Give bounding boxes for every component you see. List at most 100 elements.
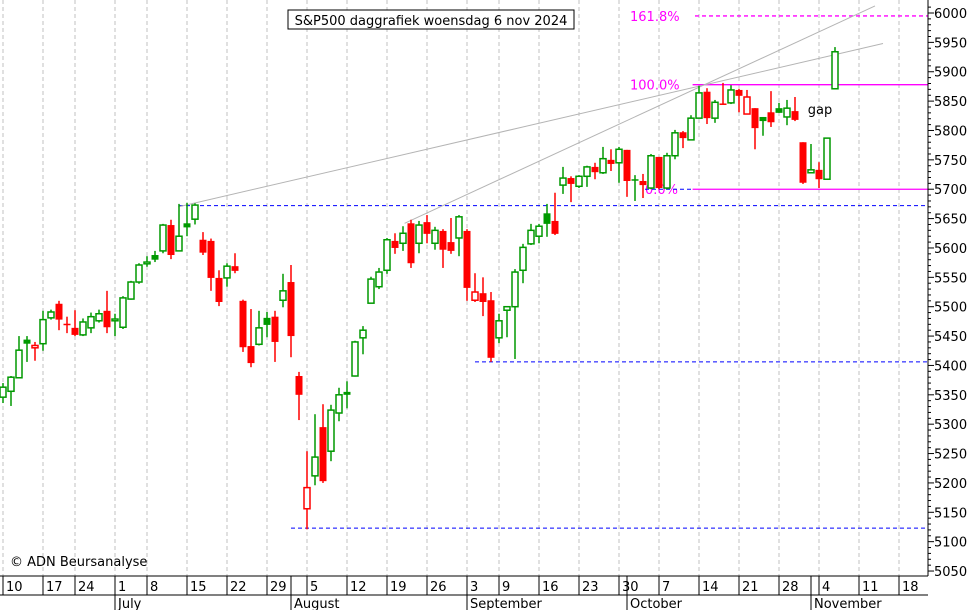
candle-body — [775, 108, 783, 113]
day-tick-label: 29 — [270, 580, 287, 595]
candle-body — [831, 51, 839, 90]
candle-body — [439, 230, 447, 250]
candle-body — [207, 240, 215, 278]
candle-body — [543, 213, 551, 224]
candle-body — [799, 142, 807, 183]
candle-body — [735, 89, 743, 96]
candle-body — [671, 132, 679, 157]
candle-body — [615, 148, 623, 164]
candle-body — [807, 169, 815, 174]
candle-body — [375, 271, 383, 288]
day-tick-label: 15 — [190, 580, 207, 595]
candle-body — [527, 229, 535, 245]
candle-body — [199, 239, 207, 253]
gridlines — [2, 0, 900, 576]
month-label: October — [630, 597, 683, 610]
candle-body — [39, 318, 47, 345]
horizontal-lines: 161.8%100.0%0.0% — [179, 10, 928, 529]
candle-body — [103, 310, 111, 328]
price-tick-label: 5750 — [934, 154, 967, 169]
price-axis: 6000 5950 5900 5850 5800 5750 5700 5650 5600 5550… — [927, 0, 967, 580]
candle-body — [263, 317, 271, 325]
candle-body — [47, 311, 55, 319]
day-tick-label: 14 — [702, 580, 719, 595]
day-tick-label: 9 — [502, 580, 510, 595]
candle-body — [175, 235, 183, 252]
candle-body — [319, 427, 327, 482]
candle-body — [535, 225, 543, 237]
candle-body — [455, 216, 463, 239]
candle-body — [111, 318, 119, 322]
trendline — [404, 5, 876, 224]
candle-body — [31, 344, 39, 349]
candle-body — [711, 101, 719, 119]
candle-body — [583, 166, 591, 178]
candle-body — [591, 166, 599, 173]
candle-body — [351, 341, 359, 377]
candle-body — [127, 281, 135, 300]
day-tick-label: 30 — [622, 580, 639, 595]
candle-body — [335, 394, 343, 414]
fibonacci-label: 161.8% — [630, 10, 680, 25]
candle-body — [447, 242, 455, 251]
candle-body — [815, 169, 823, 180]
candle-body — [151, 255, 159, 260]
price-tick-label: 5100 — [934, 536, 967, 551]
candle-body — [223, 265, 231, 279]
candle-body — [15, 349, 23, 379]
candle-body — [327, 409, 335, 452]
candle-body — [95, 312, 103, 322]
candle-body — [663, 154, 671, 189]
candle-body — [639, 180, 647, 186]
day-tick-label: 28 — [782, 580, 799, 595]
candle-body — [479, 293, 487, 303]
candle-body — [391, 240, 399, 248]
candle-body — [303, 486, 311, 510]
day-tick-label: 3 — [470, 580, 478, 595]
candle-body — [471, 291, 479, 301]
candle-body — [751, 108, 759, 129]
candle-body — [423, 222, 431, 234]
candle-body — [783, 107, 791, 118]
candle-body — [295, 376, 303, 395]
candle-body — [503, 305, 511, 311]
day-tick-label: 4 — [822, 580, 830, 595]
candle-body — [567, 178, 575, 184]
candle-body — [767, 112, 775, 123]
candle-body — [607, 159, 615, 164]
candles — [0, 47, 839, 530]
candle-body — [431, 229, 439, 245]
candle-body — [271, 316, 279, 342]
price-tick-label: 5450 — [934, 330, 967, 345]
price-tick-label: 6000 — [934, 7, 967, 22]
candle-body — [87, 315, 95, 329]
candle-body — [647, 154, 655, 189]
price-tick-label: 5250 — [934, 448, 967, 463]
price-tick-label: 5950 — [934, 36, 967, 51]
day-tick-label: 24 — [78, 580, 95, 595]
candle-body — [727, 89, 735, 104]
candle-body — [383, 238, 391, 272]
gap-annotation: gap — [808, 103, 832, 118]
candle-body — [599, 157, 607, 174]
month-label: August — [294, 597, 340, 610]
month-label: November — [814, 597, 882, 610]
price-tick-label: 5500 — [934, 301, 967, 316]
day-tick-label: 22 — [230, 580, 247, 595]
candle-body — [407, 223, 415, 264]
day-tick-label: 17 — [46, 580, 63, 595]
candle-body — [679, 132, 687, 139]
candle-body — [287, 282, 295, 337]
candle-body — [343, 391, 351, 395]
candle-body — [119, 297, 127, 329]
candle-body — [143, 261, 151, 265]
month-label: September — [470, 597, 543, 610]
price-tick-label: 5300 — [934, 418, 967, 433]
price-tick-label: 5200 — [934, 477, 967, 492]
candle-body — [623, 149, 631, 181]
candle-body — [695, 92, 703, 119]
day-tick-label: 23 — [582, 580, 599, 595]
candle-body — [311, 456, 319, 477]
candle-body — [79, 321, 87, 336]
